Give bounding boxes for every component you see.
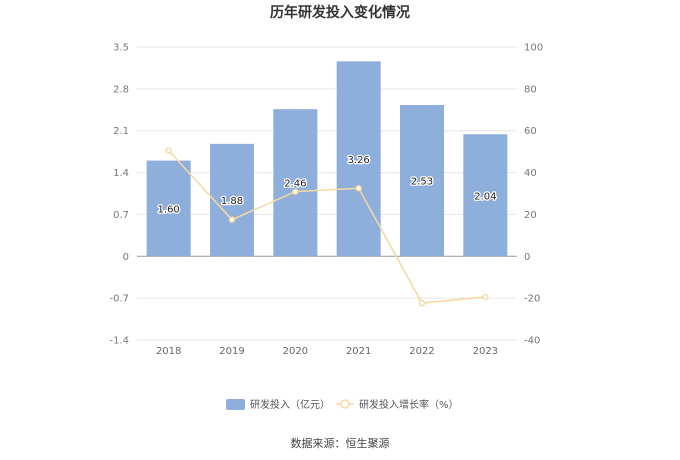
y-right-tick-label: 100 xyxy=(524,43,543,54)
y-right-tick-label: 60 xyxy=(524,126,537,137)
y-left-tick-label: 0 xyxy=(123,252,129,263)
y-left-tick-label: -0.7 xyxy=(109,294,129,305)
bar-value-label: 1.60 xyxy=(158,204,180,215)
bar-value-label: 2.53 xyxy=(411,177,433,188)
x-tick-label: 2021 xyxy=(346,346,371,357)
legend-line-label[interactable]: 研发投入增长率（%） xyxy=(359,398,459,411)
bar-value-label: 3.26 xyxy=(348,155,370,166)
y-right-tick-label: -40 xyxy=(524,336,540,347)
x-tick-label: 2018 xyxy=(156,346,181,357)
legend-bar-label[interactable]: 研发投入（亿元） xyxy=(250,398,330,411)
line-point[interactable] xyxy=(165,147,172,154)
bar[interactable] xyxy=(463,134,508,257)
bar[interactable] xyxy=(273,109,318,257)
line-series xyxy=(165,147,489,307)
bar[interactable] xyxy=(210,143,254,257)
bar-value-label: 2.46 xyxy=(284,179,306,190)
bar[interactable] xyxy=(400,105,444,257)
y-left-tick-label: 2.8 xyxy=(113,84,129,95)
x-tick-label: 2022 xyxy=(409,346,434,357)
y-axis-right: 100 80 60 40 20 0 -20 -40 xyxy=(524,43,543,347)
bar[interactable] xyxy=(336,61,381,257)
line-point[interactable] xyxy=(482,293,489,301)
legend-line-marker xyxy=(340,399,350,409)
y-left-tick-label: -1.4 xyxy=(109,336,129,347)
bar-value-label: 1.88 xyxy=(221,196,243,207)
y-right-tick-label: 80 xyxy=(524,84,537,95)
y-left-tick-label: 3.5 xyxy=(113,43,129,54)
data-source: 数据来源：恒生聚源 xyxy=(291,436,390,450)
y-right-tick-label: 20 xyxy=(524,210,537,221)
y-left-tick-label: 1.4 xyxy=(113,168,129,179)
line-point[interactable] xyxy=(228,216,236,223)
y-right-tick-label: 0 xyxy=(524,252,530,263)
bar[interactable] xyxy=(146,160,191,257)
growth-line xyxy=(168,150,486,304)
y-axis-left: 3.5 2.8 2.1 1.4 0.7 0 -0.7 -1.4 xyxy=(109,43,129,347)
bar-series xyxy=(146,61,508,257)
bar-value-label: 2.04 xyxy=(474,191,496,202)
y-left-tick-label: 0.7 xyxy=(113,210,129,221)
line-point[interactable] xyxy=(292,188,299,195)
line-point[interactable] xyxy=(418,299,426,307)
x-tick-label: 2019 xyxy=(219,346,244,357)
x-tick-label: 2020 xyxy=(283,346,308,357)
legend[interactable]: 研发投入（亿元） 研发投入增长率（%） xyxy=(226,398,459,411)
line-point[interactable] xyxy=(355,185,362,192)
x-tick-label: 2023 xyxy=(473,346,498,357)
y-right-tick-label: -20 xyxy=(524,294,540,305)
y-right-tick-label: 40 xyxy=(524,168,537,179)
grid xyxy=(137,46,517,341)
legend-bar-swatch xyxy=(226,399,245,410)
chart-title: 历年研发投入变化情况 xyxy=(270,4,410,21)
y-left-tick-label: 2.1 xyxy=(113,126,129,137)
data-labels: 1.60 1.88 2.46 3.26 2.53 2.04 xyxy=(156,154,497,217)
x-axis: 2018 2019 2020 2021 2022 2023 xyxy=(156,346,498,357)
